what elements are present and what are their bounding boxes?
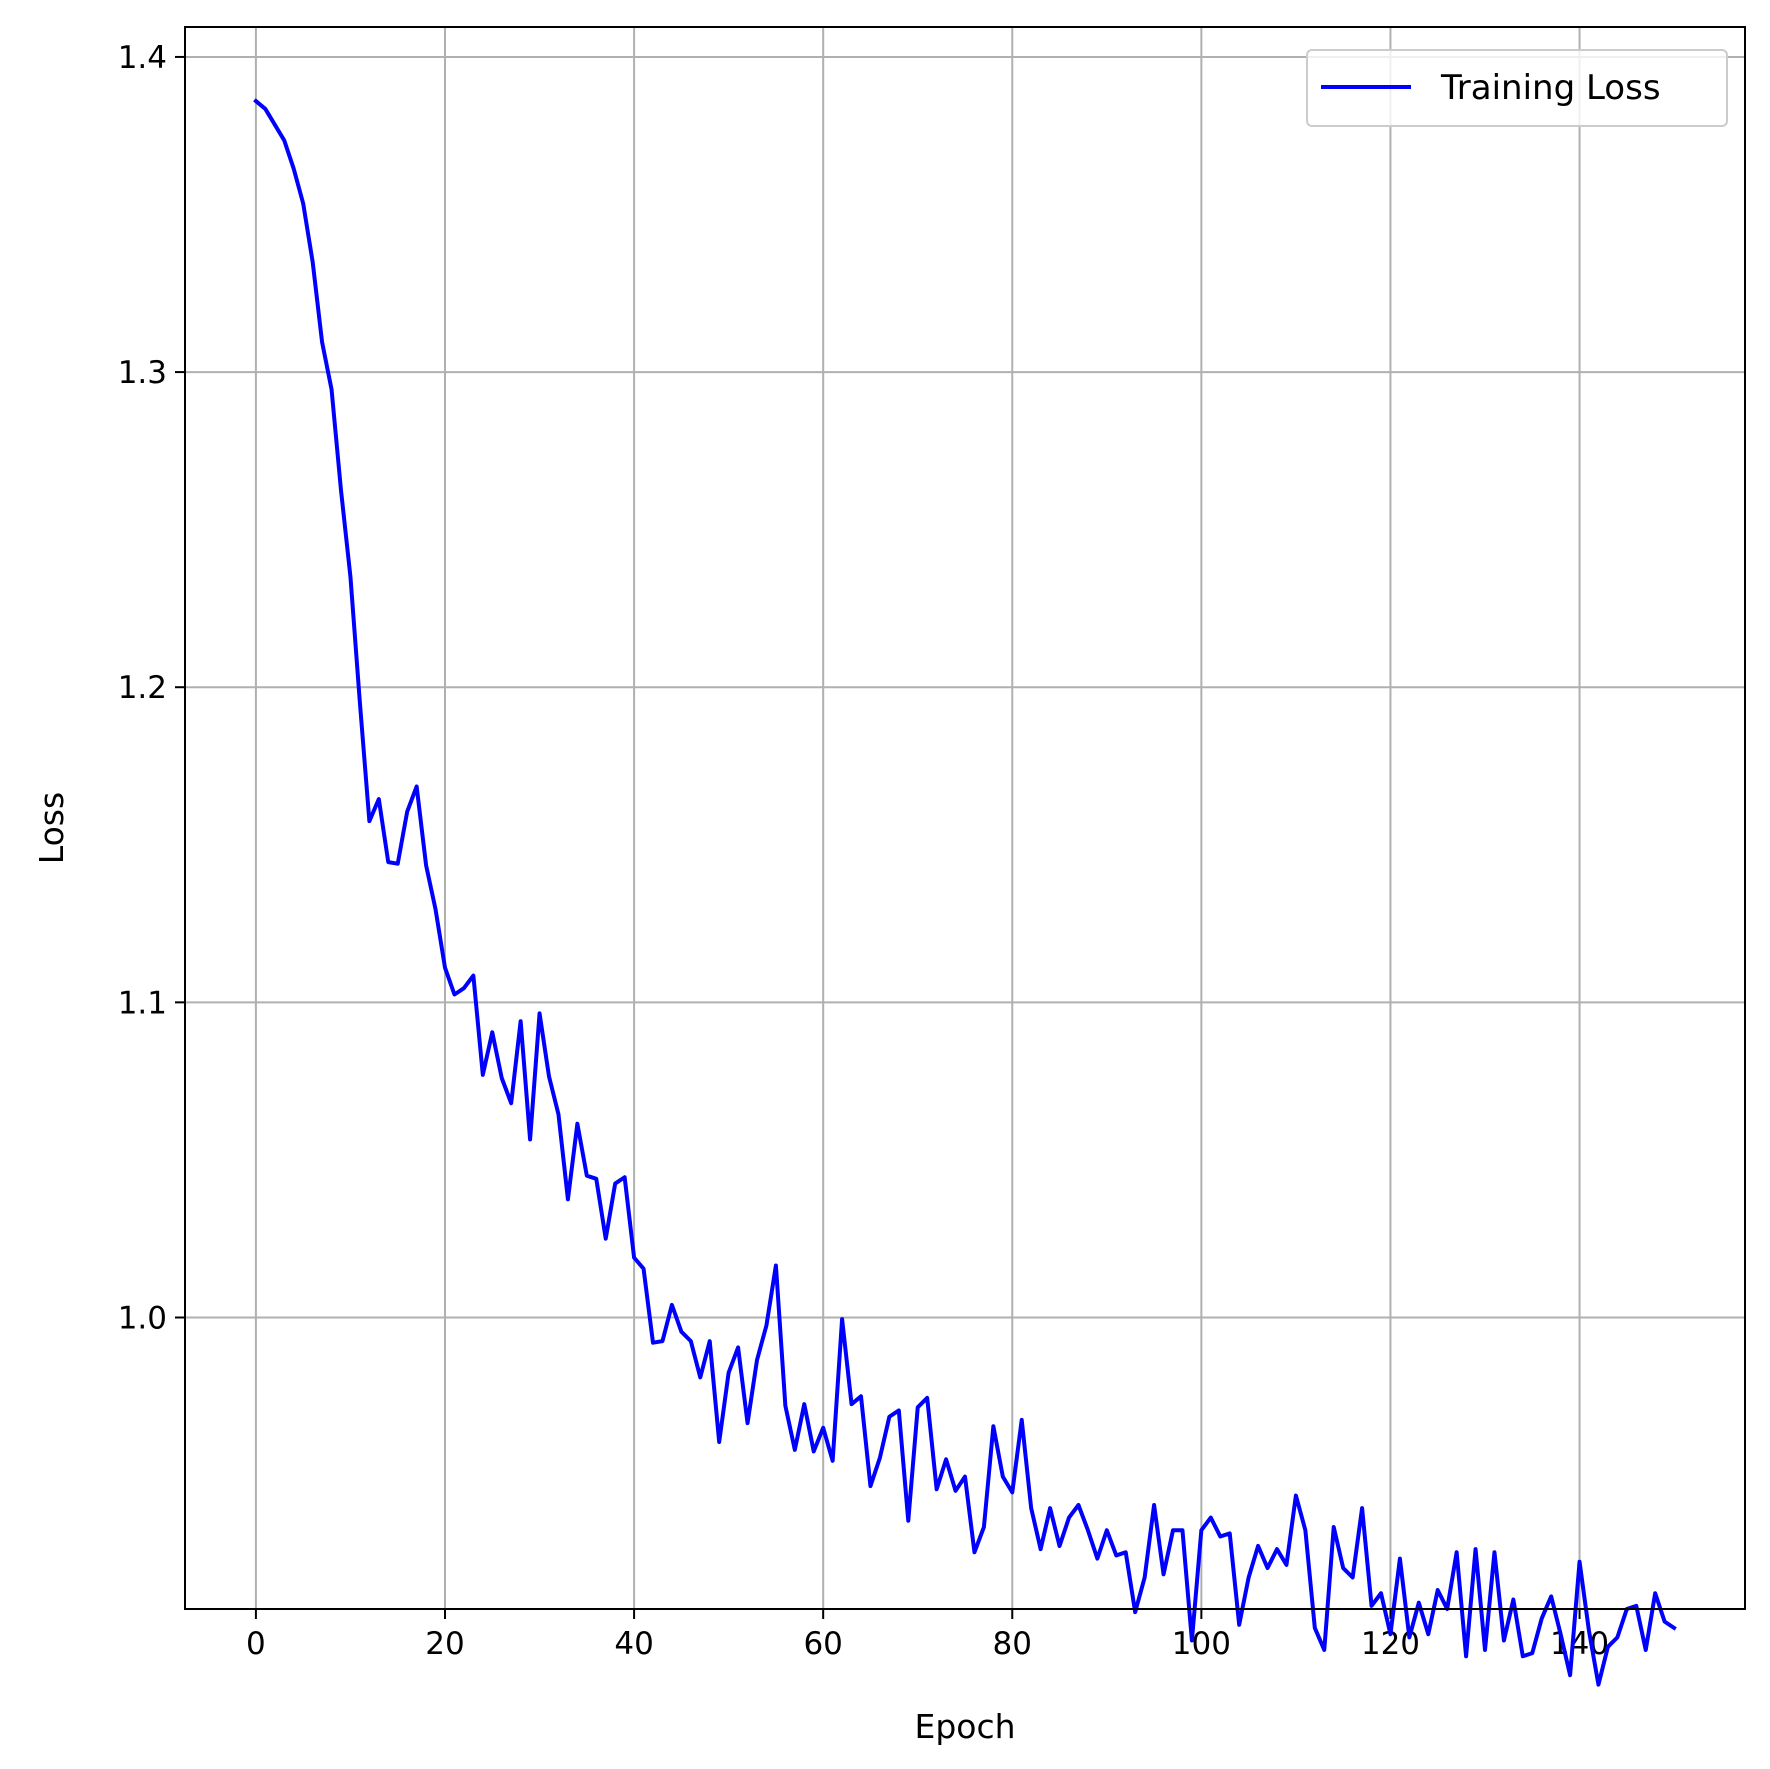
- x-tick-label: 20: [425, 1626, 464, 1662]
- legend-label-training-loss: Training Loss: [1440, 68, 1661, 108]
- y-tick-label: 1.4: [118, 40, 167, 76]
- x-tick-label: 80: [993, 1626, 1032, 1662]
- legend-box: [1306, 49, 1728, 127]
- y-tick-label: 1.1: [118, 985, 167, 1021]
- x-tick-label: 0: [246, 1626, 266, 1662]
- y-tick-label: 1.0: [118, 1300, 167, 1336]
- x-tick-label: 60: [803, 1626, 842, 1662]
- y-tick-label: 1.2: [118, 670, 167, 706]
- x-tick-label: 40: [614, 1626, 653, 1662]
- series-line-training-loss: [253, 98, 1677, 1687]
- x-tick-label: 100: [1172, 1626, 1231, 1662]
- y-axis-ticks: 1.0 1.1 1.2 1.3 1.4: [118, 40, 185, 1336]
- series-layer: [253, 98, 1677, 1687]
- legend: Training Loss: [1306, 49, 1728, 127]
- plot-frame: [184, 26, 1746, 1610]
- x-axis-title: Epoch: [914, 1707, 1015, 1746]
- y-axis-title: Loss: [32, 792, 71, 864]
- y-tick-label: 1.3: [118, 355, 167, 391]
